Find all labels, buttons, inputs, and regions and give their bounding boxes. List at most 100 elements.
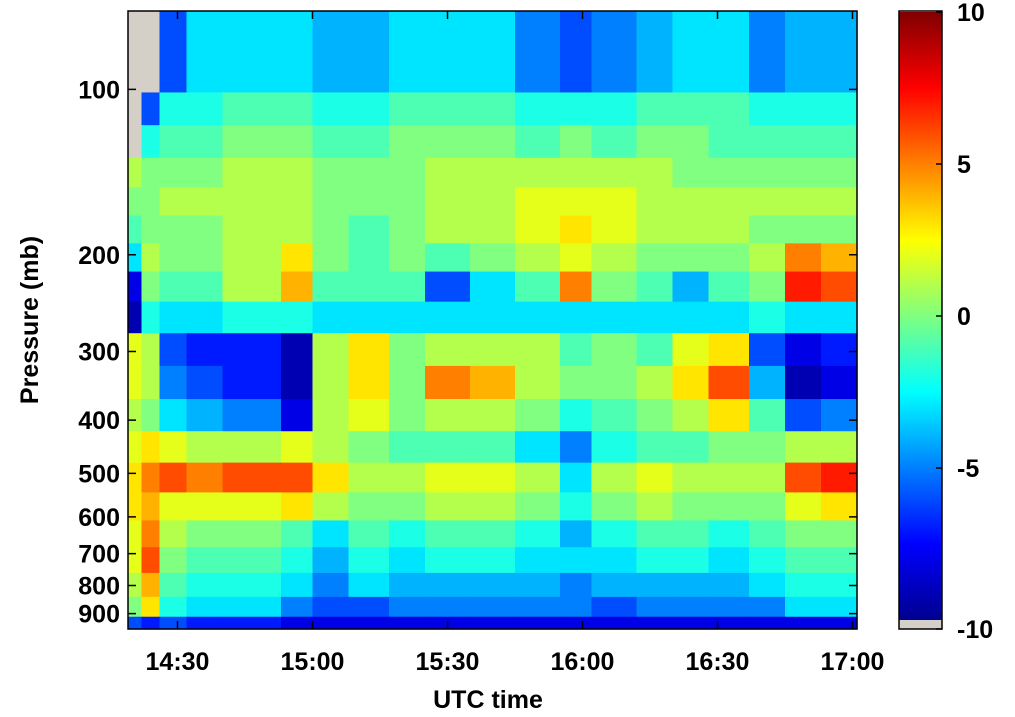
heatmap-cell <box>821 596 858 618</box>
heatmap-cell <box>425 333 471 367</box>
heatmap-cell <box>749 399 786 432</box>
heatmap-cell <box>141 616 161 630</box>
heatmap-cell <box>560 11 593 94</box>
heatmap-cell <box>821 616 858 630</box>
heatmap-cell <box>425 365 471 400</box>
heatmap-cell <box>128 547 143 574</box>
heatmap-cell <box>141 11 161 94</box>
heatmap-cell <box>708 301 750 334</box>
heatmap-cell <box>470 431 516 464</box>
heatmap-cell <box>672 462 710 493</box>
heatmap-cell <box>348 157 390 188</box>
heatmap-cell <box>636 399 674 432</box>
heatmap-cell <box>425 271 471 303</box>
heatmap-cell <box>708 271 750 303</box>
heatmap-cell <box>186 271 224 303</box>
heatmap-cell <box>672 271 710 303</box>
heatmap-cell <box>672 616 710 630</box>
heatmap-cell <box>470 125 516 159</box>
heatmap-cell <box>159 547 188 574</box>
heatmap-cell <box>470 271 516 303</box>
heatmap-cell <box>348 125 390 159</box>
y-tick-label: 100 <box>78 76 120 104</box>
heatmap-cell <box>708 520 750 548</box>
heatmap-cell <box>222 431 282 464</box>
heatmap-cell <box>560 547 593 574</box>
heatmap-cell <box>636 187 674 217</box>
heatmap-cell <box>672 187 710 217</box>
heatmap-cell <box>128 243 143 273</box>
heatmap-cell <box>425 520 471 548</box>
heatmap-cell <box>222 92 282 126</box>
heatmap-cell <box>389 333 426 367</box>
heatmap-cell <box>591 462 638 493</box>
heatmap-cell <box>785 243 822 273</box>
heatmap-cell <box>425 11 471 94</box>
heatmap-cell <box>281 92 314 126</box>
heatmap-cell <box>186 157 224 188</box>
heatmap-cell <box>636 572 674 598</box>
heatmap-cell <box>222 271 282 303</box>
heatmap-cell <box>672 399 710 432</box>
heatmap-cell <box>708 157 750 188</box>
heatmap-cell <box>749 547 786 574</box>
heatmap-cell <box>186 365 224 400</box>
y-tick-label: 900 <box>78 601 120 629</box>
heatmap-cell <box>785 520 822 548</box>
heatmap-cell <box>672 572 710 598</box>
heatmap-cell <box>348 333 390 367</box>
heatmap-cell <box>141 187 161 217</box>
heatmap-cell <box>821 187 858 217</box>
heatmap-cell <box>591 547 638 574</box>
heatmap-cell <box>425 431 471 464</box>
heatmap-cell <box>425 215 471 244</box>
heatmap-cell <box>821 215 858 244</box>
heatmap-cell <box>425 301 471 334</box>
heatmap-cell <box>470 215 516 244</box>
heatmap-cell <box>159 365 188 400</box>
heatmap-cell <box>708 462 750 493</box>
heatmap-cell <box>222 243 282 273</box>
heatmap-cell <box>749 572 786 598</box>
heatmap-cell <box>159 157 188 188</box>
heatmap-cell <box>281 333 314 367</box>
heatmap-cell <box>222 333 282 367</box>
heatmap-cell <box>636 11 674 94</box>
heatmap-cell <box>515 431 561 464</box>
heatmap-cell <box>821 301 858 334</box>
heatmap-cell <box>128 187 143 217</box>
heatmap-cell <box>785 92 822 126</box>
heatmap-cell <box>186 616 224 630</box>
heatmap-cell <box>348 462 390 493</box>
heatmap-cell <box>560 431 593 464</box>
heatmap-cell <box>672 365 710 400</box>
heatmap-cell <box>515 92 561 126</box>
heatmap-cell <box>636 333 674 367</box>
heatmap-cell <box>515 243 561 273</box>
heatmap-cell <box>222 125 282 159</box>
heatmap-cell <box>389 399 426 432</box>
heatmap-cell <box>470 333 516 367</box>
heatmap-cell <box>515 547 561 574</box>
heatmap-cell <box>281 596 314 618</box>
heatmap-cell <box>560 301 593 334</box>
heatmap-cell <box>821 365 858 400</box>
heatmap-cell <box>222 547 282 574</box>
heatmap-cell <box>560 125 593 159</box>
heatmap-cell <box>159 92 188 126</box>
heatmap-cell <box>560 616 593 630</box>
heatmap-cell <box>560 596 593 618</box>
heatmap-cell <box>312 547 350 574</box>
heatmap-cell <box>785 125 822 159</box>
heatmap-cell <box>785 333 822 367</box>
heatmap-cell <box>591 157 638 188</box>
heatmap-cell <box>389 520 426 548</box>
heatmap-cell <box>312 271 350 303</box>
heatmap-cell <box>389 271 426 303</box>
heatmap-cell <box>281 616 314 630</box>
heatmap-cell <box>159 301 188 334</box>
heatmap-cell <box>560 215 593 244</box>
heatmap-cell <box>281 125 314 159</box>
heatmap-cell <box>128 596 143 618</box>
